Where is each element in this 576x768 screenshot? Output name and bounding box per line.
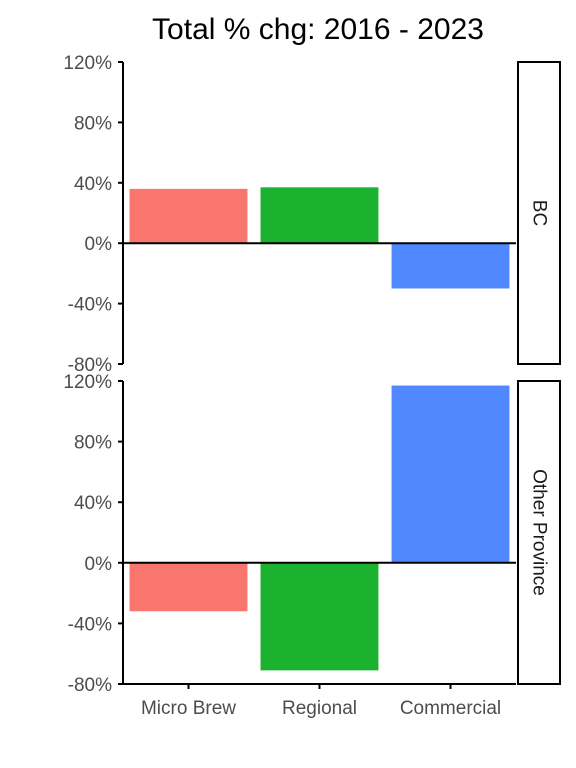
bar-micro-brew (129, 188, 248, 244)
y-tick-label: -40% (68, 295, 112, 316)
y-tick-label: 120% (63, 372, 112, 393)
panel-1: -80% -40% 0% 40% 80% 120% Other Province (63, 372, 561, 696)
panel-0: -80% -40% 0% 40% 80% 120% BC (63, 53, 561, 376)
facet-strip-label: Other Province (529, 469, 550, 596)
chart-title: Total % chg: 2016 - 2023 (152, 13, 484, 46)
facet-strip (517, 380, 561, 685)
bar-micro-brew (129, 562, 248, 612)
facet-strip-label: BC (529, 200, 550, 226)
bar-commercial (391, 243, 510, 289)
facet-strip (517, 61, 561, 365)
y-tick-label: 80% (74, 113, 112, 134)
bar-commercial (391, 385, 510, 563)
x-tick-label: Micro Brew (141, 698, 236, 719)
y-tick-label: 80% (74, 433, 112, 454)
y-tick-label: 0% (85, 234, 113, 255)
y-tick-label: 40% (74, 174, 112, 195)
y-tick-label: 120% (63, 53, 112, 74)
y-tick-label: 40% (74, 493, 112, 514)
y-tick-label: -80% (68, 675, 112, 696)
y-tick-label: -40% (68, 614, 112, 635)
x-tick-label: Regional (282, 698, 357, 719)
bar-regional (260, 187, 379, 244)
bar-regional (260, 562, 379, 671)
x-tick-label: Commercial (400, 698, 501, 719)
y-tick-label: 0% (85, 554, 113, 575)
y-tick-label: -80% (68, 355, 112, 376)
